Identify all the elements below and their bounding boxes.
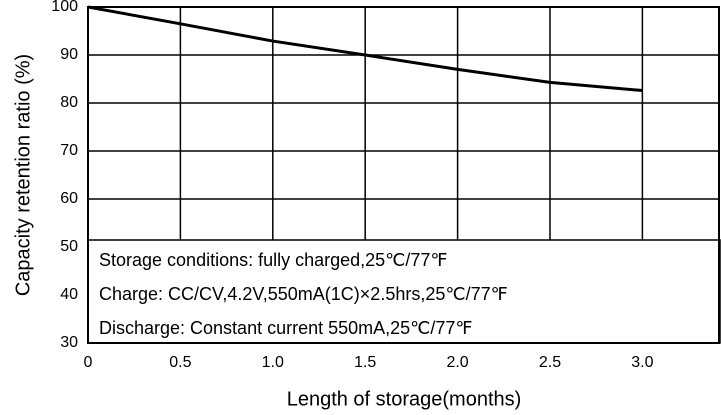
y-tick-label: 30 — [60, 334, 78, 351]
y-tick-label: 40 — [60, 286, 78, 303]
data-line — [87, 5, 643, 93]
y-tick-label: 70 — [60, 142, 78, 159]
x-tick-label: 2.5 — [539, 354, 561, 371]
x-axis-title: Length of storage(months) — [287, 388, 522, 410]
y-tick-label: 80 — [60, 94, 78, 111]
x-tick-label: 0.5 — [169, 354, 191, 371]
plot-frame — [87, 6, 720, 344]
x-tick-label: 0 — [84, 354, 93, 371]
x-tick-label: 3.0 — [631, 354, 653, 371]
y-axis-title: Capacity retention ratio (%) — [12, 54, 34, 296]
y-tick-label: 50 — [60, 238, 78, 255]
annotation-box — [87, 239, 721, 344]
y-tick-label: 90 — [60, 46, 78, 63]
y-tick-label: 60 — [60, 190, 78, 207]
x-tick-label: 1.5 — [354, 354, 376, 371]
annotation: Discharge: Constant current 550mA,25℃/77… — [99, 318, 473, 338]
x-tick-label: 1.0 — [262, 354, 284, 371]
annotation: Charge: CC/CV,4.2V,550mA(1C)×2.5hrs,25℃/… — [99, 284, 508, 304]
x-tick-label: 2.0 — [446, 354, 468, 371]
y-tick-label: 100 — [51, 0, 78, 15]
annotation: Storage conditions: fully charged,25℃/77… — [99, 250, 448, 270]
